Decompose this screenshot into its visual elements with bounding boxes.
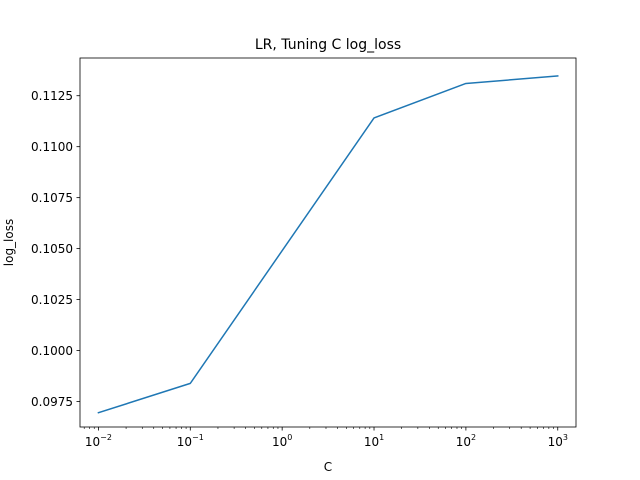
x-tick-label: 10−1	[177, 433, 204, 449]
x-axis-label: C	[324, 460, 332, 474]
y-tick-label: 0.1025	[31, 293, 73, 307]
x-tick-label: 102	[456, 433, 476, 449]
ticks-layer: 10−2 10−1 100 101 102 103 0.0975 0.1000 0.1025 0.…	[31, 89, 568, 449]
y-tick-label: 0.1125	[31, 89, 73, 103]
plot-layer	[97, 75, 559, 414]
chart-title: LR, Tuning C log_loss	[255, 37, 401, 53]
x-tick-label: 103	[548, 433, 568, 449]
y-tick-label: 0.1075	[31, 191, 73, 205]
y-tick-label: 0.1000	[31, 344, 73, 358]
y-tick-label: 0.1100	[31, 140, 73, 154]
x-tick-label: 100	[272, 433, 292, 449]
x-tick-label: 10−2	[85, 433, 112, 449]
y-tick-label: 0.0975	[31, 395, 73, 409]
plot-frame	[79, 57, 577, 428]
y-tick-label: 0.1050	[31, 242, 73, 256]
y-axis-label: log_loss	[2, 219, 16, 266]
x-tick-label: 101	[364, 433, 384, 449]
